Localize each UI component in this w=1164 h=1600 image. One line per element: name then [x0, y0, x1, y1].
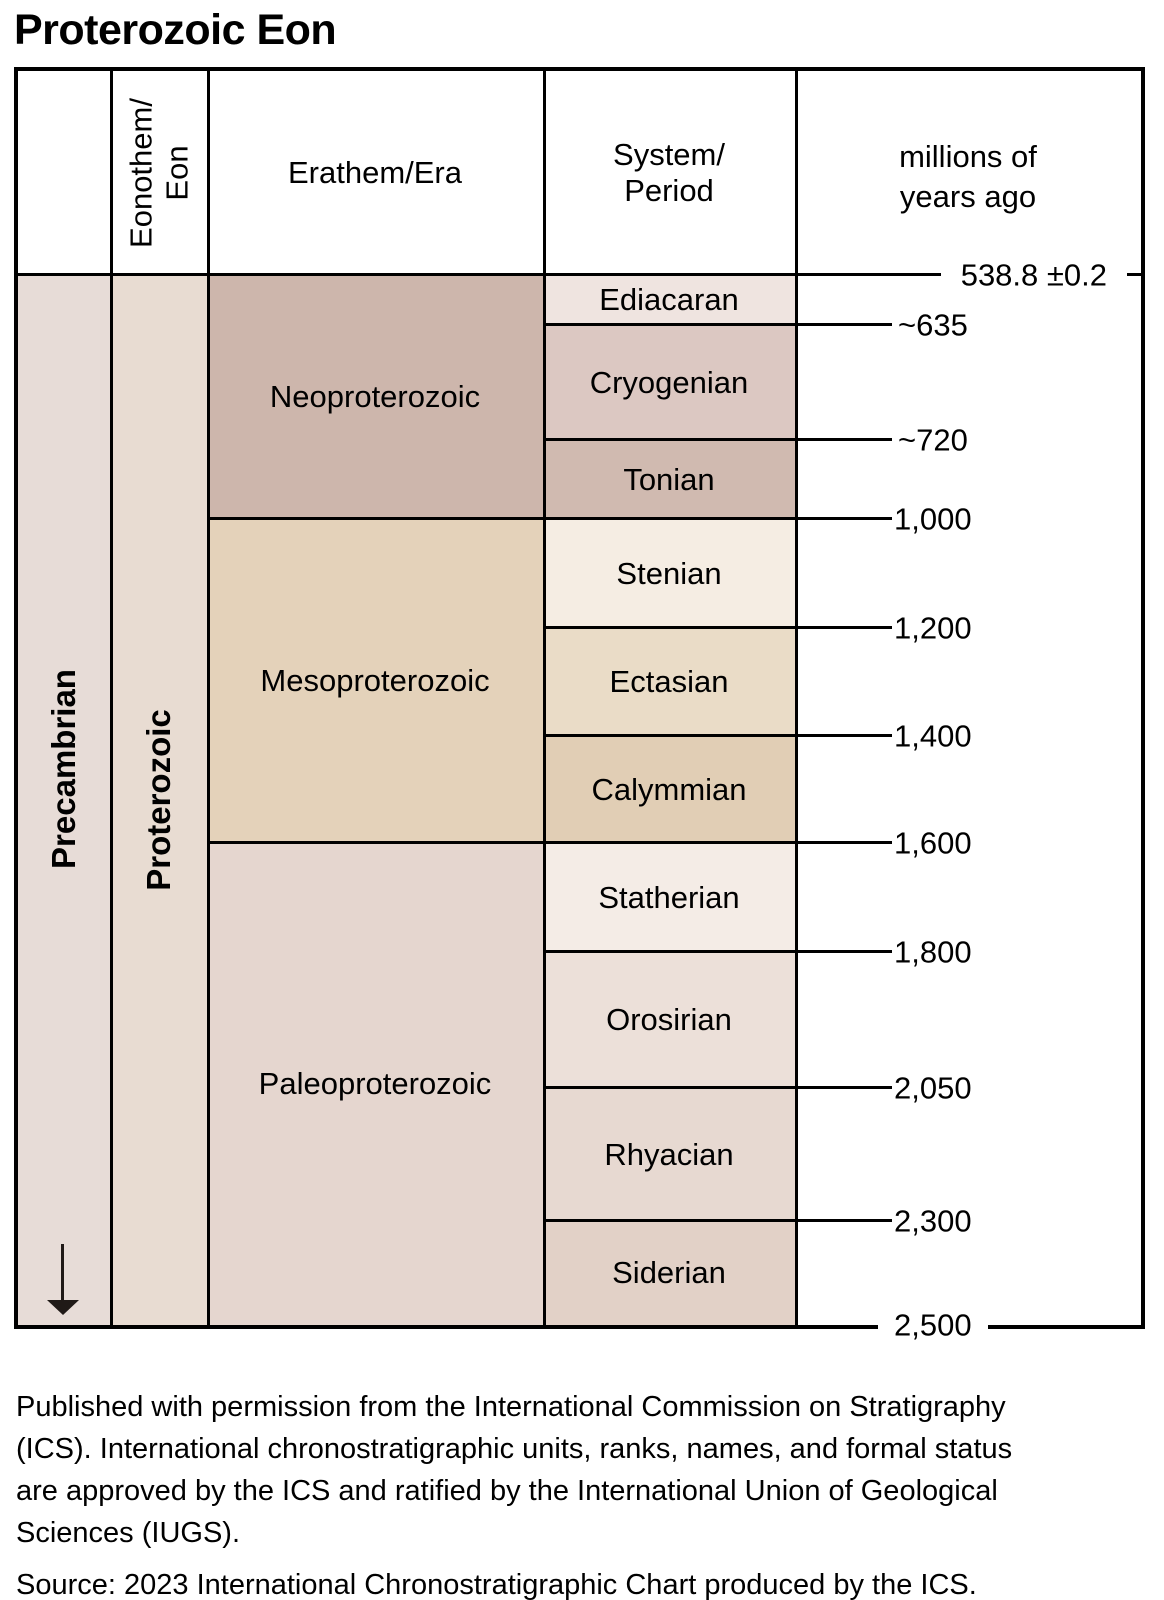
boundary-line-538 [18, 273, 1141, 276]
boundary-line-1200 [543, 626, 892, 629]
column-divider [795, 71, 798, 1325]
period-cell-calymmian: Calymmian [543, 736, 795, 843]
column-divider [207, 71, 210, 1325]
boundary-line-1000 [207, 517, 892, 520]
era-cell-neoproterozoic: Neoproterozoic [207, 275, 543, 519]
age-label-1200: 1,200 [894, 610, 972, 646]
header-erathem-era-label: Erathem/Era [287, 155, 462, 191]
footer-line: (ICS). International chronostratigraphic… [16, 1433, 1013, 1465]
header-cell-eonothem-eon: Eonothem/ Eon [110, 71, 207, 275]
period-label: Tonian [623, 461, 715, 497]
continues-below-arrow-icon [47, 1300, 79, 1315]
age-label-2500: 2,500 [878, 1309, 988, 1341]
period-label: Orosirian [606, 1002, 732, 1037]
period-label: Statherian [598, 879, 740, 915]
column-divider [543, 71, 546, 1325]
age-label-1400: 1,400 [894, 718, 972, 754]
header-cell-erathem-era: Erathem/Era [207, 71, 543, 275]
period-label: Ediacaran [599, 282, 739, 317]
period-cell-tonian: Tonian [543, 440, 795, 519]
period-cell-ectasian: Ectasian [543, 628, 795, 736]
period-cell-stenian: Stenian [543, 519, 795, 628]
period-label: Siderian [612, 1255, 726, 1290]
era-label: Paleoproterozoic [258, 1066, 492, 1101]
boundary-line-635 [543, 323, 892, 326]
period-cell-ediacaran: Ediacaran [543, 275, 795, 325]
supereon-label: Precambrian [45, 668, 82, 869]
era-label: Neoproterozoic [269, 379, 481, 414]
period-cell-orosirian: Orosirian [543, 952, 795, 1088]
period-cell-cryogenian: Cryogenian [543, 325, 795, 440]
header-eonothem-eon-label: Eonothem/ Eon [122, 98, 194, 248]
age-label-2050: 2,050 [894, 1070, 972, 1106]
eon-cell-proterozoic: Proterozoic [110, 275, 207, 1325]
header-cell-blank [18, 71, 110, 275]
period-cell-rhyacian: Rhyacian [543, 1088, 795, 1221]
footer-line: Sciences (IUGS). [16, 1517, 240, 1549]
boundary-line-2050 [543, 1086, 892, 1089]
supereon-cell-precambrian: Precambrian [18, 275, 110, 1325]
boundary-line-1800 [543, 950, 892, 953]
period-label: Rhyacian [604, 1136, 734, 1172]
column-divider [110, 71, 113, 1325]
boundary-line-2300 [543, 1219, 892, 1222]
period-cell-statherian: Statherian [543, 843, 795, 952]
period-label: Ectasian [609, 664, 729, 699]
age-label-1600: 1,600 [894, 825, 972, 861]
age-label-538: 538.8 ±0.2 [940, 259, 1127, 291]
footer-permission-text: Published with permission from the Inter… [16, 1386, 1152, 1554]
chronostratigraphic-table: Precambrian Proterozoic Neoproterozoic M… [14, 67, 1145, 1341]
period-label: Stenian [616, 555, 722, 591]
boundary-line-1600 [207, 841, 892, 844]
boundary-line-720 [543, 438, 892, 441]
header-cell-system-period: System/ Period [543, 71, 795, 275]
era-cell-mesoproterozoic: Mesoproterozoic [207, 519, 543, 843]
age-label-720: ~720 [898, 422, 968, 458]
age-label-1800: 1,800 [894, 934, 972, 970]
era-cell-paleoproterozoic: Paleoproterozoic [207, 843, 543, 1325]
header-system-period-label: System/ Period [613, 137, 725, 208]
footer-source-text: Source: 2023 International Chronostratig… [16, 1569, 977, 1600]
continues-below-arrow-stem [61, 1244, 64, 1302]
period-cell-siderian: Siderian [543, 1221, 795, 1325]
boundary-line-1400 [543, 734, 892, 737]
period-label: Cryogenian [589, 364, 749, 400]
age-label-635: ~635 [898, 307, 968, 343]
header-cell-mya: millions of years ago [795, 71, 1141, 275]
footer-line: Published with permission from the Inter… [16, 1391, 1006, 1423]
footer-line: are approved by the ICS and ratified by … [16, 1475, 998, 1507]
age-label-1000: 1,000 [894, 501, 972, 537]
age-label-2300: 2,300 [894, 1203, 972, 1239]
eon-label: Proterozoic [139, 709, 177, 891]
header-mya-label: millions of years ago [899, 138, 1037, 214]
page-title: Proterozoic Eon [14, 6, 337, 54]
era-label: Mesoproterozoic [260, 663, 490, 698]
period-label: Calymmian [591, 771, 747, 807]
